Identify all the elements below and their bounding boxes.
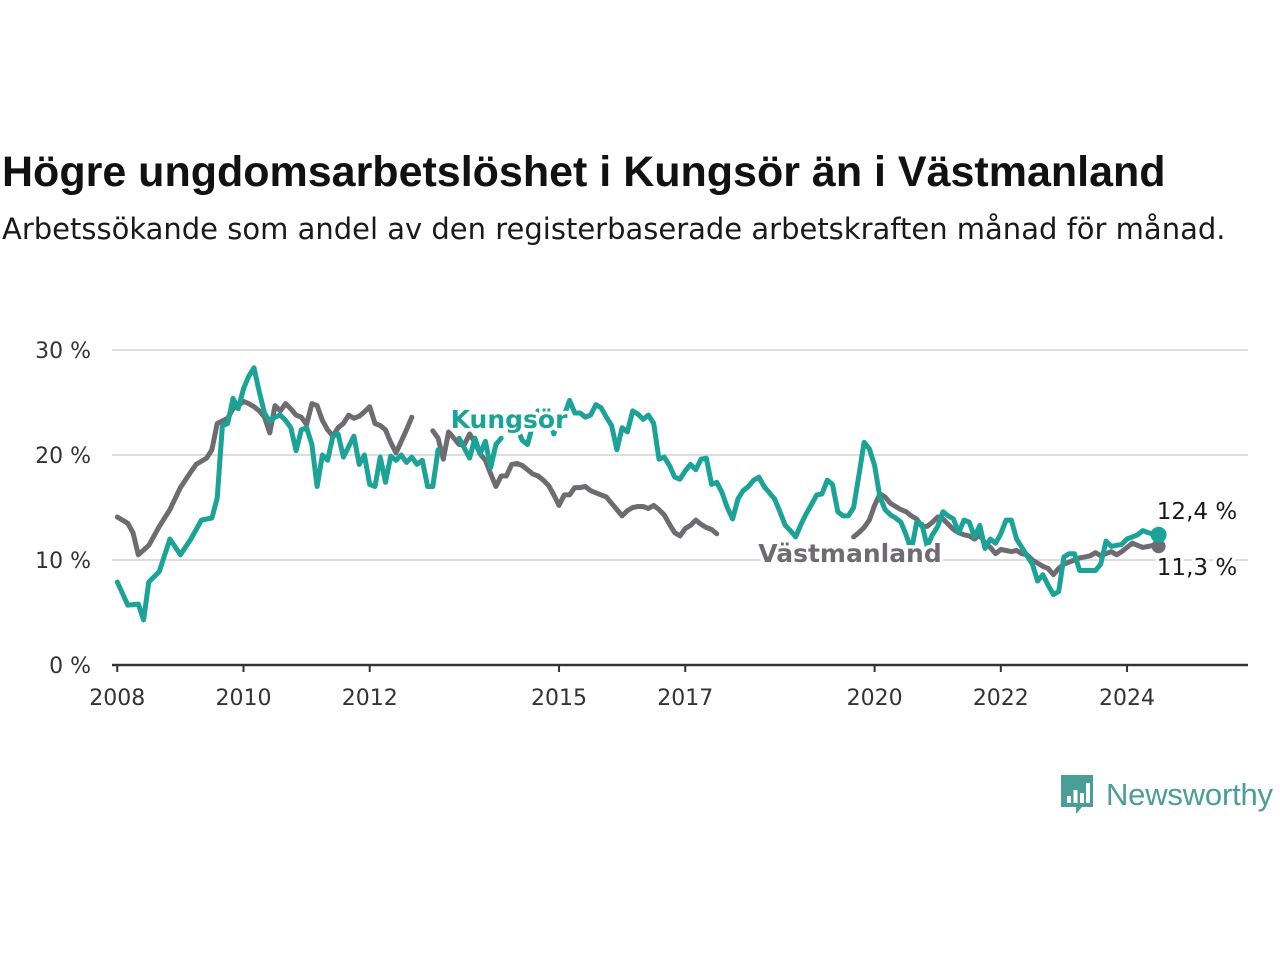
label-layer: Kungsör Västmanland 12,4 % 11,3 %	[447, 402, 1241, 585]
series-name-kungsor: Kungsör	[451, 405, 568, 434]
y-tick-label: 10 %	[35, 549, 91, 574]
chart-title: Högre ungdomsarbetslöshet i Kungsör än i…	[2, 148, 1166, 196]
series-end-point	[1151, 539, 1166, 554]
x-tick-label: 2017	[657, 686, 713, 711]
y-tick-label: 30 %	[35, 339, 91, 364]
x-axis: 2008 2010 2012 2015 2017 2020 2022 2024	[89, 663, 1248, 711]
brand-name: Newsworthy	[1106, 777, 1273, 812]
series-name-vastmanland: Västmanland	[758, 539, 942, 568]
newsworthy-logo[interactable]: Newsworthy	[1058, 772, 1273, 818]
x-tick-label: 2012	[342, 686, 398, 711]
y-axis-labels: 0 % 10 % 20 % 30 %	[35, 339, 91, 679]
chart-subtitle: Arbetssökande som andel av den registerb…	[2, 212, 1226, 246]
y-tick-label: 20 %	[35, 444, 91, 469]
grid-lines	[112, 349, 1248, 561]
x-tick-label: 2010	[215, 686, 271, 711]
x-tick-label: 2024	[1099, 686, 1155, 711]
x-tick-label: 2008	[89, 686, 145, 711]
x-tick-label: 2015	[531, 686, 587, 711]
y-tick-label: 0 %	[49, 654, 91, 679]
newsworthy-logo-icon	[1061, 775, 1093, 814]
end-value-kungsor: 12,4 %	[1157, 499, 1237, 525]
series-line-1	[114, 398, 1162, 578]
series-end-point	[1150, 526, 1167, 543]
end-value-vastmanland: 11,3 %	[1157, 555, 1237, 581]
x-tick-label: 2020	[847, 686, 903, 711]
x-tick-label: 2022	[973, 686, 1029, 711]
series-line-0	[114, 365, 1162, 623]
series-layer	[114, 365, 1167, 623]
